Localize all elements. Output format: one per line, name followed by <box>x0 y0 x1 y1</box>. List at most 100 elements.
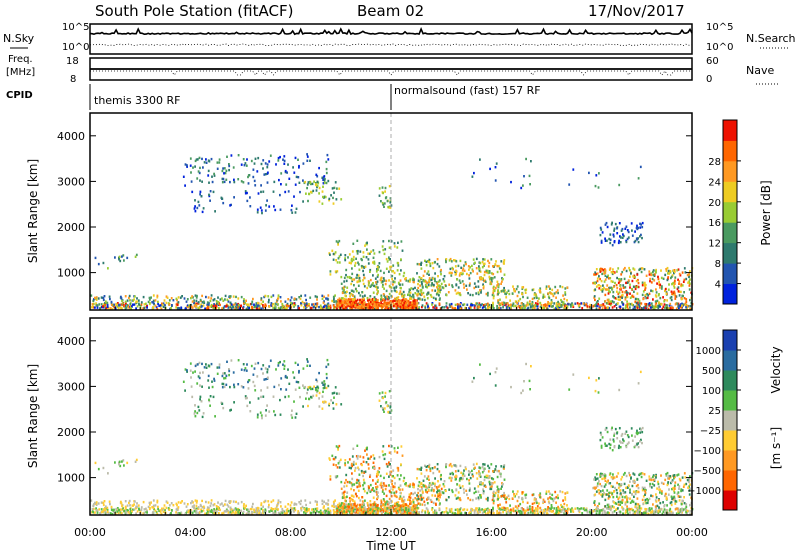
power-point <box>294 156 297 160</box>
power-point <box>361 303 364 306</box>
velocity-point <box>119 508 122 511</box>
power-point <box>334 306 337 309</box>
power-point <box>197 200 200 204</box>
velocity-point <box>179 512 181 515</box>
power-point <box>369 252 371 255</box>
power-point <box>421 304 424 307</box>
power-point <box>647 294 650 297</box>
velocity-point <box>149 506 151 510</box>
power-point <box>524 288 527 292</box>
power-point <box>601 288 604 291</box>
power-point <box>656 282 658 285</box>
velocity-point <box>209 510 212 513</box>
velocity-point <box>484 510 486 513</box>
power-point <box>637 240 640 244</box>
velocity-point <box>462 508 464 512</box>
power-point <box>666 278 669 282</box>
velocity-point <box>156 501 159 504</box>
power-point <box>424 259 426 262</box>
power-point <box>637 303 640 307</box>
power-point <box>277 294 280 297</box>
power-point <box>205 307 208 310</box>
power-point <box>614 296 617 300</box>
power-point <box>529 306 532 309</box>
power-point <box>402 290 405 294</box>
velocity-point <box>323 505 325 508</box>
power-point <box>498 267 501 270</box>
power-point <box>219 303 221 307</box>
velocity-point <box>151 506 154 509</box>
power-point <box>376 288 378 291</box>
power-point <box>291 204 293 207</box>
power-point <box>585 304 588 307</box>
power-point <box>358 301 361 304</box>
velocity-point <box>262 510 265 513</box>
power-point <box>523 307 526 310</box>
power-point <box>164 304 166 307</box>
power-point <box>315 189 318 192</box>
velocity-point <box>344 496 347 499</box>
power-point <box>323 295 325 298</box>
power-point <box>609 233 612 236</box>
power-point <box>635 305 638 308</box>
velocity-point <box>213 512 216 515</box>
power-point <box>454 303 457 307</box>
power-point <box>651 289 654 293</box>
power-point <box>647 307 650 310</box>
velocity-point <box>417 487 419 491</box>
power-point <box>557 307 560 310</box>
power-point <box>309 159 311 162</box>
velocity-point <box>549 510 552 513</box>
power-point <box>337 298 339 302</box>
power-point <box>601 272 604 276</box>
velocity-point <box>110 508 113 512</box>
power-point <box>633 305 636 309</box>
power-point <box>295 207 298 210</box>
power-point <box>306 305 309 308</box>
power-point <box>437 275 439 278</box>
velocity-point <box>385 472 388 475</box>
power-point <box>325 304 328 307</box>
power-point <box>209 305 212 308</box>
power-point <box>420 281 423 284</box>
velocity-point <box>352 463 355 466</box>
power-point <box>665 268 668 271</box>
velocity-point <box>94 511 96 514</box>
power-point <box>466 303 469 306</box>
power-point <box>681 302 683 305</box>
power-point <box>652 273 655 277</box>
power-point <box>351 259 354 263</box>
power-point <box>669 271 672 274</box>
power-point <box>619 305 622 308</box>
power-point <box>378 187 381 190</box>
power-point <box>334 270 337 273</box>
power-point <box>600 241 603 244</box>
power-point <box>103 303 105 306</box>
power-point <box>429 264 432 268</box>
power-point <box>245 299 247 302</box>
power-point <box>191 190 194 194</box>
velocity-point <box>594 509 597 512</box>
power-point <box>680 306 683 309</box>
power-point <box>637 298 640 301</box>
power-point <box>612 268 614 271</box>
power-point <box>104 303 107 307</box>
power-point <box>483 279 485 283</box>
power-point <box>678 294 681 297</box>
power-point <box>384 295 386 299</box>
velocity-point <box>546 512 549 516</box>
power-point <box>115 302 118 306</box>
power-point <box>457 264 460 268</box>
power-point <box>400 240 403 243</box>
power-point <box>485 269 488 272</box>
power-point <box>634 287 637 291</box>
power-point <box>196 177 199 180</box>
power-point <box>443 275 446 278</box>
power-point <box>496 280 499 283</box>
power-point <box>388 239 390 243</box>
power-point <box>391 274 394 278</box>
power-point <box>408 290 411 294</box>
velocity-point <box>328 457 331 460</box>
velocity-point <box>410 500 413 504</box>
velocity-point <box>329 511 332 514</box>
